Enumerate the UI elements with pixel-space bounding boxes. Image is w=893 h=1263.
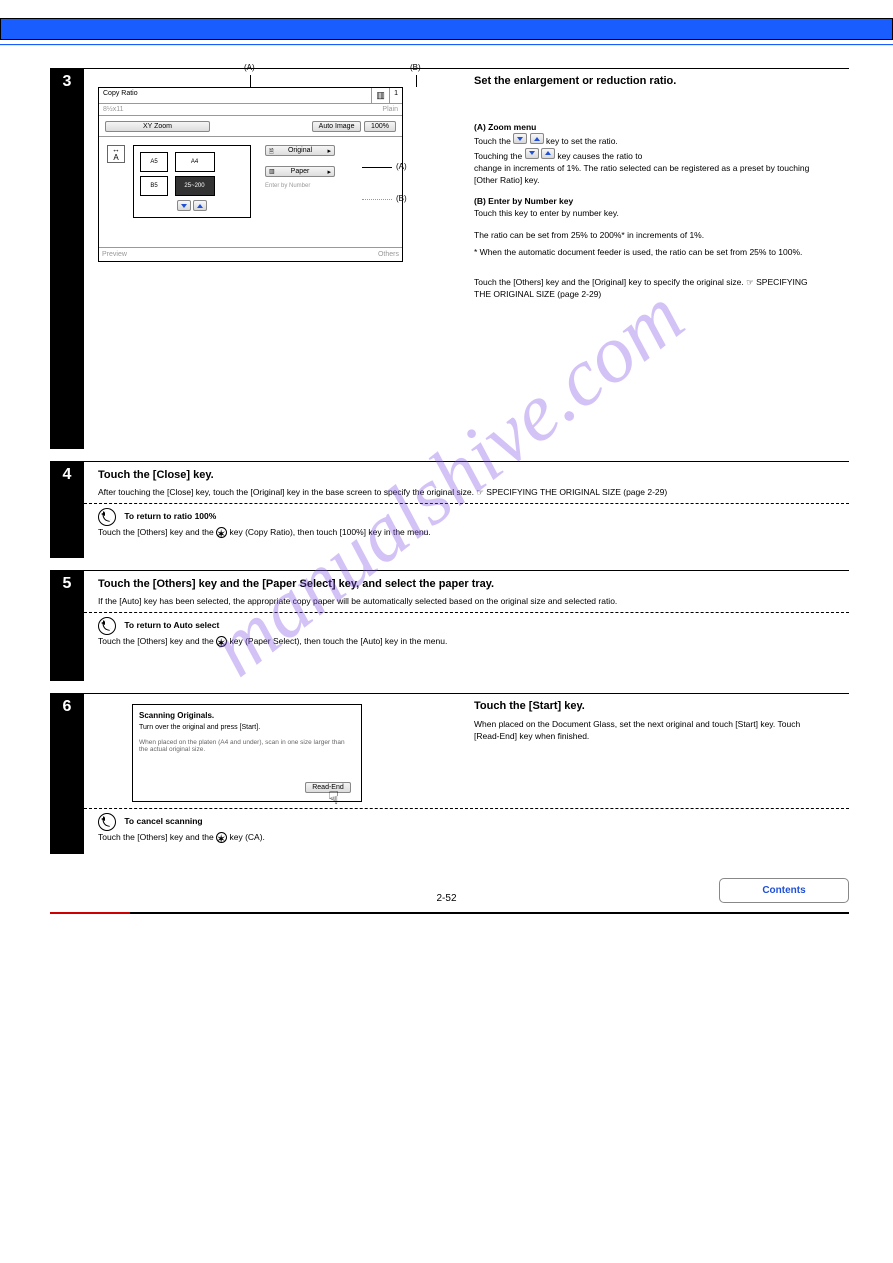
lcd-screen: Copy Ratio ▥ 1 8½x11 Plain XY Zoom Auto … bbox=[98, 87, 403, 262]
step-6: 6 Touch the [Start] key. Scanning Origin… bbox=[50, 693, 849, 854]
ratio-preset-box: A5 A4 B5 25~200 bbox=[133, 145, 251, 218]
footer-rule bbox=[50, 912, 849, 914]
contents-button[interactable]: Contents bbox=[719, 878, 849, 903]
back-icon bbox=[98, 617, 116, 635]
step-6-title: Touch the [Start] key. bbox=[474, 699, 585, 713]
others-label[interactable]: Others bbox=[378, 251, 399, 258]
dashed-separator bbox=[84, 808, 849, 809]
step-4-title: Touch the [Close] key. bbox=[98, 468, 849, 482]
auto-image-button[interactable]: Auto Image bbox=[312, 121, 362, 132]
leader-line bbox=[362, 199, 392, 200]
scan-screen: Scanning Originals. Turn over the origin… bbox=[132, 704, 362, 802]
ratio-thumb[interactable]: A4 bbox=[175, 152, 215, 172]
down-arrow-icon bbox=[525, 148, 539, 159]
ratio-down-button[interactable] bbox=[177, 200, 191, 211]
original-dropdown[interactable]: 🗎 Original ▸ bbox=[265, 145, 335, 156]
back-icon bbox=[98, 813, 116, 831]
page-number: 2-52 bbox=[436, 893, 456, 904]
ratio-100-button[interactable]: 100% bbox=[364, 121, 396, 132]
zoom-xy-field[interactable]: XY Zoom bbox=[105, 121, 210, 132]
step-number: 5 bbox=[50, 571, 84, 681]
lcd-title: Copy Ratio bbox=[99, 88, 372, 103]
back-icon bbox=[98, 508, 116, 526]
step-number: 6 bbox=[50, 694, 84, 854]
down-arrow-icon bbox=[513, 133, 527, 144]
gear-icon bbox=[216, 636, 227, 647]
size-icon: ↔A bbox=[107, 145, 125, 163]
lcd-paper-type: Plain bbox=[251, 104, 403, 115]
dashed-separator bbox=[84, 612, 849, 613]
paper-dropdown[interactable]: ▥ Paper ▸ bbox=[265, 166, 335, 177]
leader-line bbox=[362, 167, 392, 168]
callout-b-top: (B) bbox=[410, 63, 421, 73]
step-3-desc: (A) Zoom menu Touch the key to set the r… bbox=[474, 121, 819, 300]
step-5: 5 Touch the [Others] key and the [Paper … bbox=[50, 570, 849, 681]
step-5-text: If the [Auto] key has been selected, the… bbox=[98, 595, 849, 607]
gear-icon bbox=[216, 832, 227, 843]
step-4-text: After touching the [Close] key, touch th… bbox=[98, 486, 849, 498]
dashed-separator bbox=[84, 503, 849, 504]
copies-count: 1 bbox=[390, 88, 402, 103]
header-blue-bar bbox=[0, 18, 893, 40]
gear-icon bbox=[216, 527, 227, 538]
preview-label[interactable]: Preview bbox=[102, 251, 127, 258]
copies-icon: ▥ bbox=[372, 88, 390, 103]
step-5-back: To return to Auto select Touch the [Othe… bbox=[98, 617, 849, 648]
leader-line bbox=[416, 75, 417, 87]
callout-a-label: (A) bbox=[396, 162, 407, 172]
step-5-title: Touch the [Others] key and the [Paper Se… bbox=[98, 577, 849, 591]
step-3-title: Set the enlargement or reduction ratio. bbox=[474, 74, 676, 88]
step-6-right: When placed on the Document Glass, set t… bbox=[474, 718, 819, 743]
callout-a-top: (A) bbox=[244, 63, 255, 73]
callout-b-label: (B) bbox=[396, 194, 407, 204]
step-number: 4 bbox=[50, 462, 84, 558]
pointing-hand-icon: ☟ bbox=[328, 788, 339, 809]
step-number: 3 bbox=[50, 69, 84, 449]
ratio-thumb[interactable]: A5 bbox=[140, 152, 168, 172]
lcd-tray: 8½x11 bbox=[99, 104, 251, 115]
footer-red-rule bbox=[50, 912, 130, 914]
up-arrow-icon bbox=[530, 133, 544, 144]
step-4-back: To return to ratio 100% Touch the [Other… bbox=[98, 508, 849, 539]
step-4: 4 Touch the [Close] key. After touching … bbox=[50, 461, 849, 558]
ratio-thumb-selected[interactable]: 25~200 bbox=[175, 176, 215, 196]
enter-by-number-label: Enter by Number bbox=[265, 183, 335, 189]
step-6-back: To cancel scanning Touch the [Others] ke… bbox=[98, 813, 849, 844]
ratio-up-button[interactable] bbox=[193, 200, 207, 211]
step-3: 3 Set the enlargement or reduction ratio… bbox=[50, 68, 849, 449]
up-arrow-icon bbox=[541, 148, 555, 159]
ratio-thumb[interactable]: B5 bbox=[140, 176, 168, 196]
